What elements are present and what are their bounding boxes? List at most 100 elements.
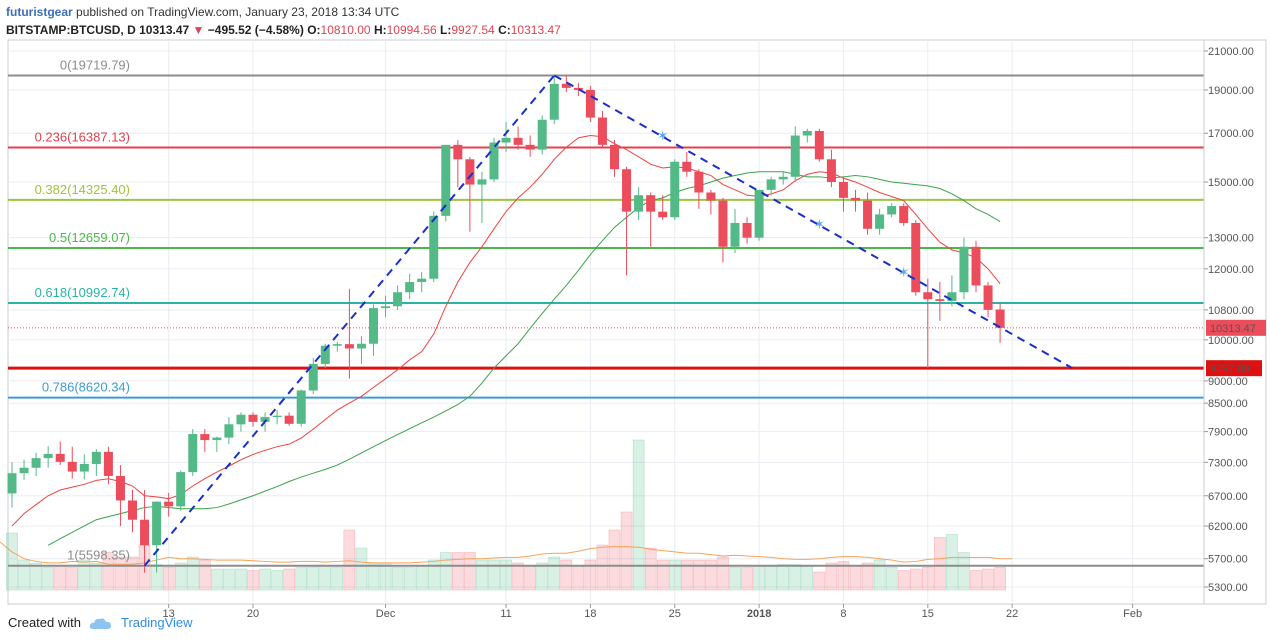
volume-bars bbox=[0, 439, 1013, 591]
support-level-label: 9297.88 bbox=[1210, 363, 1250, 375]
candle-body bbox=[971, 246, 981, 286]
candle-body bbox=[875, 214, 885, 229]
candle-body bbox=[308, 363, 318, 391]
candle-body bbox=[959, 246, 969, 293]
open-label: O: bbox=[307, 23, 321, 37]
y-tick-label: 9000.00 bbox=[1208, 376, 1248, 388]
symbol-label: BITSTAMP:BTCUSD, D bbox=[6, 23, 136, 37]
candle-body bbox=[718, 200, 728, 247]
volume-bar bbox=[114, 556, 127, 591]
volume-bar bbox=[319, 565, 332, 591]
volume-bar bbox=[608, 529, 621, 591]
publish-line: futuristgear published on TradingView.co… bbox=[6, 4, 906, 21]
last-price-tag bbox=[1206, 319, 1266, 336]
candle-body bbox=[67, 461, 77, 472]
y-tick-label: 10000.00 bbox=[1208, 335, 1254, 347]
candle-body bbox=[272, 415, 282, 418]
volume-bar bbox=[693, 559, 705, 591]
x-tick-label: 22 bbox=[1006, 608, 1018, 620]
candle-body bbox=[441, 144, 451, 216]
candle-body bbox=[332, 344, 342, 346]
fib-level-label: 0.382(14325.40) bbox=[35, 182, 130, 197]
volume-bar bbox=[367, 562, 380, 591]
volume-bar bbox=[753, 565, 765, 591]
author-name[interactable]: futuristgear bbox=[6, 5, 73, 19]
candle-body bbox=[525, 144, 535, 150]
volume-bar bbox=[488, 559, 500, 591]
y-tick-label: 7900.00 bbox=[1208, 427, 1248, 439]
volume-bar bbox=[247, 570, 259, 591]
down-arrow-icon: ▼ bbox=[192, 23, 205, 37]
candle-body bbox=[320, 345, 330, 364]
close-value: 10313.47 bbox=[510, 23, 561, 37]
volume-bar bbox=[741, 567, 753, 591]
fibonacci-levels: 0(19719.79) 0.236(16387.13) 0.382(14325.40… bbox=[8, 57, 1204, 567]
candle-body bbox=[7, 473, 17, 494]
candle-body bbox=[188, 434, 198, 473]
candle-body bbox=[694, 171, 704, 193]
candle-body bbox=[851, 197, 860, 201]
volume-bar bbox=[632, 439, 645, 591]
candle-body bbox=[224, 424, 234, 438]
trendlines[interactable]: ✶ ✶ ✶ bbox=[143, 74, 1073, 567]
volume-bar bbox=[271, 570, 283, 591]
tradingview-brand[interactable]: TradingView bbox=[120, 615, 193, 630]
fib-level-label: 0.786(8620.34) bbox=[42, 380, 130, 395]
x-tick-label: 8 bbox=[840, 608, 846, 620]
volume-bar bbox=[18, 559, 30, 591]
support-level-tag bbox=[1206, 360, 1262, 377]
y-tick-label: 19000.00 bbox=[1208, 85, 1254, 97]
volume-bar bbox=[66, 567, 79, 591]
y-tick-label: 7300.00 bbox=[1208, 457, 1248, 469]
candle-body bbox=[115, 475, 125, 501]
candle-body bbox=[646, 195, 656, 212]
candle-body bbox=[573, 87, 583, 90]
low-label: L: bbox=[440, 23, 452, 37]
y-tick-label: 5300.00 bbox=[1208, 582, 1248, 594]
volume-bar bbox=[415, 565, 428, 591]
volume-bar bbox=[717, 556, 729, 591]
volume-bar bbox=[211, 568, 223, 591]
fib-level-label: 0.618(10992.74) bbox=[35, 285, 130, 300]
candle-body bbox=[597, 117, 607, 145]
volume-bar bbox=[620, 511, 633, 591]
volume-bar bbox=[54, 565, 66, 591]
volume-bar bbox=[813, 571, 826, 591]
candle-body bbox=[899, 206, 909, 223]
volume-bar bbox=[837, 561, 850, 591]
volume-bar bbox=[982, 568, 994, 591]
volume-bar bbox=[970, 570, 982, 591]
candle-body bbox=[140, 519, 150, 546]
volume-bar bbox=[584, 559, 597, 591]
y-tick-label: 17000.00 bbox=[1208, 128, 1254, 140]
candle-body bbox=[212, 437, 222, 441]
candle-body bbox=[706, 192, 716, 201]
fib-level-label: 0.5(12659.07) bbox=[49, 230, 130, 245]
volume-bar bbox=[174, 562, 187, 591]
candle-body bbox=[477, 179, 487, 185]
volume-bar bbox=[765, 565, 777, 591]
volume-bar bbox=[30, 562, 42, 591]
candles bbox=[7, 75, 1005, 573]
volume-bar bbox=[391, 567, 404, 591]
published-text: published on TradingView.com, January 23… bbox=[76, 5, 400, 19]
candle-body bbox=[682, 161, 692, 172]
ohlc-line: BITSTAMP:BTCUSD, D 10313.47 ▼ −495.52 (−… bbox=[6, 21, 906, 39]
volume-bar bbox=[355, 547, 368, 591]
y-tick-label: 10800.00 bbox=[1208, 305, 1254, 317]
candle-body bbox=[610, 144, 619, 170]
volume-bar bbox=[6, 532, 18, 591]
last-price: 10313.47 bbox=[139, 23, 190, 37]
candle-body bbox=[995, 309, 1005, 328]
y-tick-label: 8500.00 bbox=[1208, 398, 1248, 410]
candle-body bbox=[200, 434, 210, 441]
x-tick-label: 15 bbox=[922, 608, 934, 620]
volume-bar bbox=[909, 568, 922, 591]
volume-bar bbox=[934, 537, 946, 591]
volume-bar bbox=[777, 564, 789, 591]
high-value: 10994.56 bbox=[386, 23, 437, 37]
volume-bar bbox=[668, 559, 681, 591]
volume-bar bbox=[295, 567, 307, 591]
x-tick-label: 13 bbox=[163, 608, 175, 620]
